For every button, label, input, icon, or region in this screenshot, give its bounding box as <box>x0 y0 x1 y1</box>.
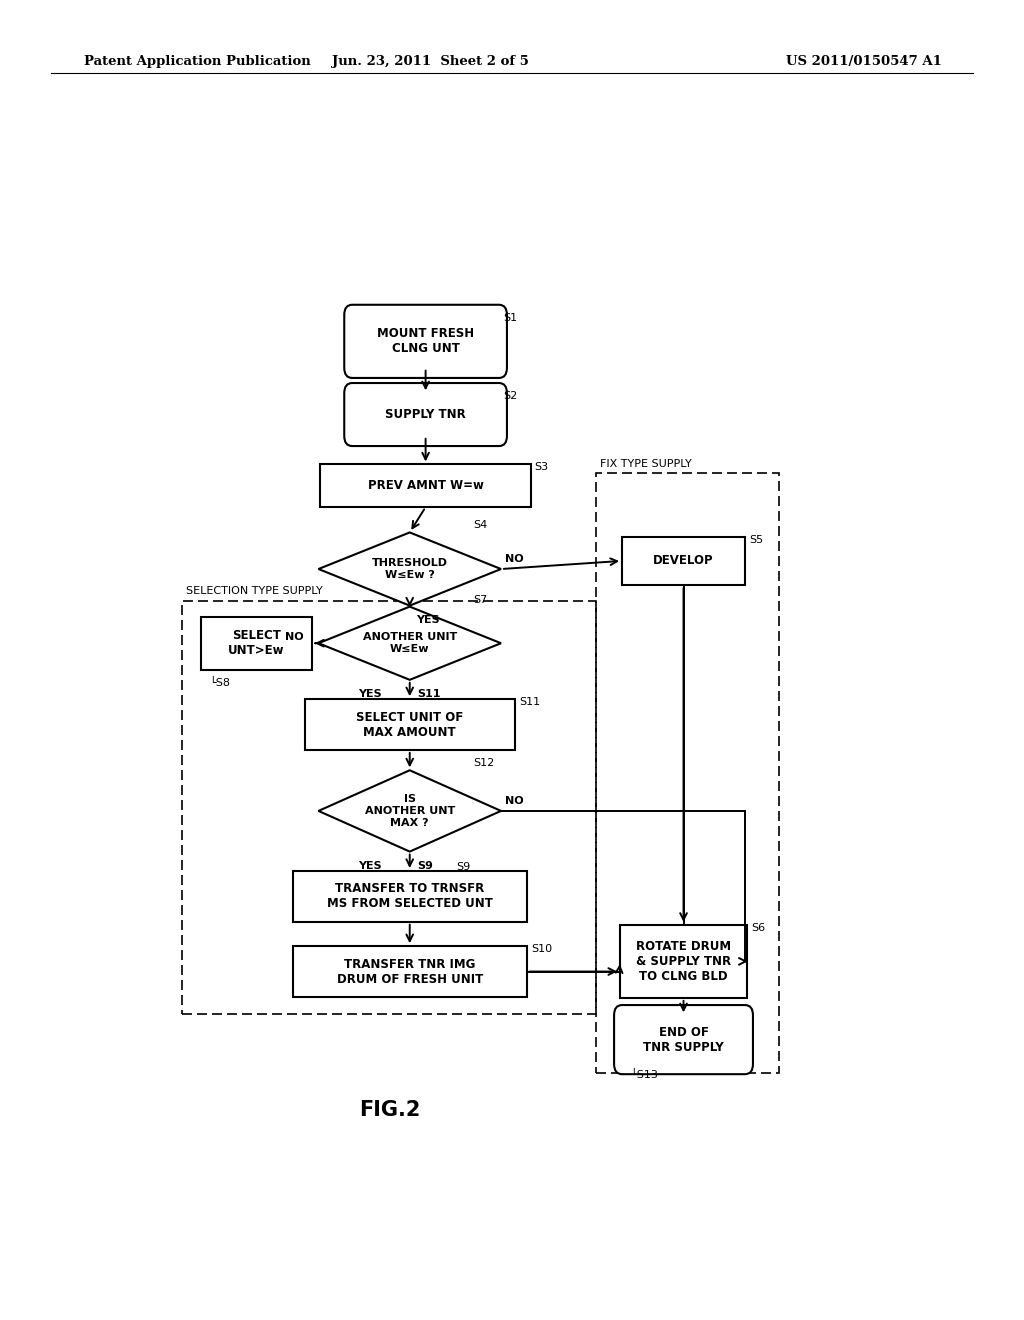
Text: S3: S3 <box>535 462 549 473</box>
Text: SELECTION TYPE SUPPLY: SELECTION TYPE SUPPLY <box>186 586 323 597</box>
Text: SELECT
UNT>Ew: SELECT UNT>Ew <box>228 630 285 657</box>
Text: S5: S5 <box>749 535 763 545</box>
Text: └S8: └S8 <box>209 677 230 688</box>
Text: YES: YES <box>358 861 382 871</box>
Text: S11: S11 <box>519 697 540 708</box>
FancyBboxPatch shape <box>344 305 507 378</box>
Text: DEVELOP: DEVELOP <box>653 554 714 568</box>
Text: US 2011/0150547 A1: US 2011/0150547 A1 <box>786 55 942 69</box>
Text: S1: S1 <box>503 313 517 323</box>
Text: END OF
TNR SUPPLY: END OF TNR SUPPLY <box>643 1026 724 1053</box>
FancyBboxPatch shape <box>614 1005 753 1074</box>
Bar <box>201 616 312 669</box>
Text: NO: NO <box>505 554 523 564</box>
Text: S6: S6 <box>751 923 765 933</box>
Text: Jun. 23, 2011  Sheet 2 of 5: Jun. 23, 2011 Sheet 2 of 5 <box>332 55 528 69</box>
Text: SUPPLY TNR: SUPPLY TNR <box>385 408 466 421</box>
Text: └S13: └S13 <box>630 1071 657 1080</box>
Text: TRANSFER TO TRNSFR
MS FROM SELECTED UNT: TRANSFER TO TRNSFR MS FROM SELECTED UNT <box>327 882 493 911</box>
Text: SELECT UNIT OF
MAX AMOUNT: SELECT UNIT OF MAX AMOUNT <box>356 710 463 738</box>
Text: Patent Application Publication: Patent Application Publication <box>84 55 310 69</box>
Text: ROTATE DRUM
& SUPPLY TNR
TO CLNG BLD: ROTATE DRUM & SUPPLY TNR TO CLNG BLD <box>636 940 731 983</box>
Text: MOUNT FRESH
CLNG UNT: MOUNT FRESH CLNG UNT <box>377 327 474 355</box>
Text: YES: YES <box>358 689 382 700</box>
Bar <box>620 925 746 998</box>
Text: S11: S11 <box>418 689 441 700</box>
Text: TRANSFER TNR IMG
DRUM OF FRESH UNIT: TRANSFER TNR IMG DRUM OF FRESH UNIT <box>337 957 483 986</box>
Text: IS
ANOTHER UNT
MAX ?: IS ANOTHER UNT MAX ? <box>365 795 455 828</box>
Text: ANOTHER UNIT
W≤Ew: ANOTHER UNIT W≤Ew <box>362 632 457 653</box>
FancyBboxPatch shape <box>344 383 507 446</box>
Text: THRESHOLD
W≤Ew ?: THRESHOLD W≤Ew ? <box>372 558 447 579</box>
Text: FIX TYPE SUPPLY: FIX TYPE SUPPLY <box>600 459 692 470</box>
Text: S7: S7 <box>474 594 487 605</box>
Bar <box>293 946 526 997</box>
Text: YES: YES <box>416 615 439 624</box>
Text: S10: S10 <box>530 944 552 954</box>
Bar <box>622 536 745 585</box>
Text: S2: S2 <box>503 391 517 401</box>
Text: PREV AMNT W=w: PREV AMNT W=w <box>368 479 483 492</box>
Bar <box>293 871 526 921</box>
Bar <box>321 465 530 507</box>
Text: S9: S9 <box>418 861 433 871</box>
Bar <box>304 700 515 750</box>
Polygon shape <box>318 607 501 680</box>
Text: S12: S12 <box>474 758 495 768</box>
Text: S4: S4 <box>474 520 487 531</box>
Polygon shape <box>318 532 501 606</box>
Text: NO: NO <box>285 632 304 642</box>
Polygon shape <box>318 771 501 851</box>
Text: FIG.2: FIG.2 <box>359 1100 421 1119</box>
Text: S9: S9 <box>457 862 471 873</box>
Text: NO: NO <box>505 796 523 805</box>
